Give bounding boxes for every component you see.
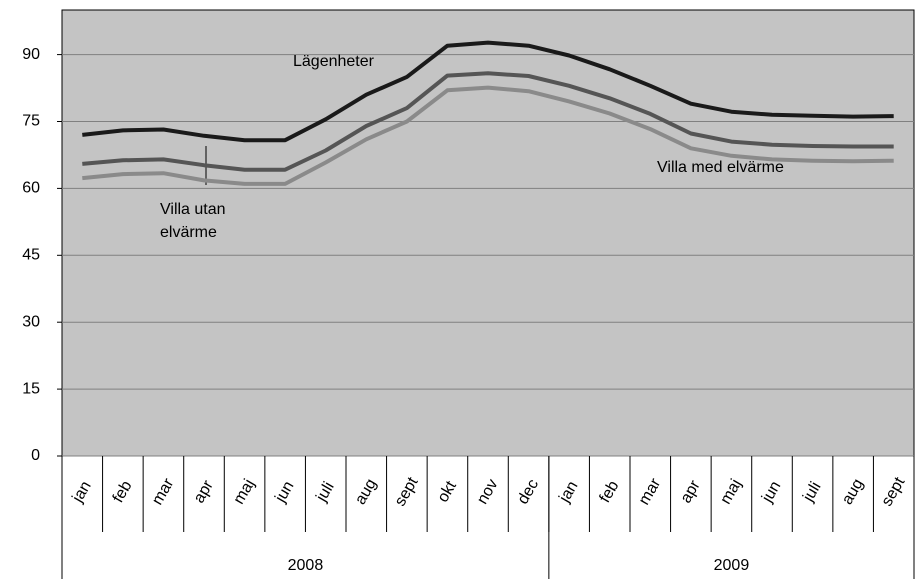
series-line (82, 40, 894, 143)
y-tick-label: 60 (22, 180, 40, 197)
x-tick-label: jan (69, 478, 95, 506)
x-tick-label: aug (352, 476, 380, 508)
plot-area (61, 9, 915, 457)
x-tick-label: mar (636, 475, 665, 508)
x-tick-label: jun (759, 478, 785, 506)
x-group-label: 2008 (288, 557, 324, 574)
y-tick-label: 15 (22, 380, 40, 397)
x-tick-label: juli (313, 479, 338, 505)
x-tick-label: jan (556, 478, 582, 506)
y-tick-label: 90 (22, 46, 40, 63)
x-tick-label: dec (515, 476, 543, 507)
x-tick-label: jun (272, 478, 298, 506)
x-tick-label: maj (231, 476, 259, 507)
y-tick-label: 30 (22, 313, 40, 330)
x-tick-label: aug (839, 476, 867, 508)
series-label: Villa utan elvärme (160, 201, 226, 241)
series-label: Villa med elvärme (657, 159, 784, 176)
x-tick-label: feb (597, 478, 623, 506)
x-tick-label: apr (677, 477, 704, 506)
x-tick-label: juli (800, 479, 825, 505)
x-tick-label: sept (879, 474, 909, 509)
series-label: Lägenheter (293, 53, 374, 70)
x-tick-label: maj (717, 476, 745, 507)
y-tick-label: 45 (22, 247, 40, 264)
x-tick-label: apr (191, 477, 218, 506)
x-tick-label: feb (110, 478, 136, 506)
x-tick-label: mar (149, 475, 178, 508)
y-tick-label: 0 (31, 447, 40, 464)
series-line (82, 71, 894, 172)
x-tick-label: okt (434, 478, 460, 505)
y-tick-label: 75 (22, 113, 40, 130)
x-tick-label: sept (392, 474, 422, 509)
series-line (82, 85, 894, 186)
x-group-label: 2009 (714, 557, 750, 574)
x-tick-label: nov (474, 476, 502, 507)
